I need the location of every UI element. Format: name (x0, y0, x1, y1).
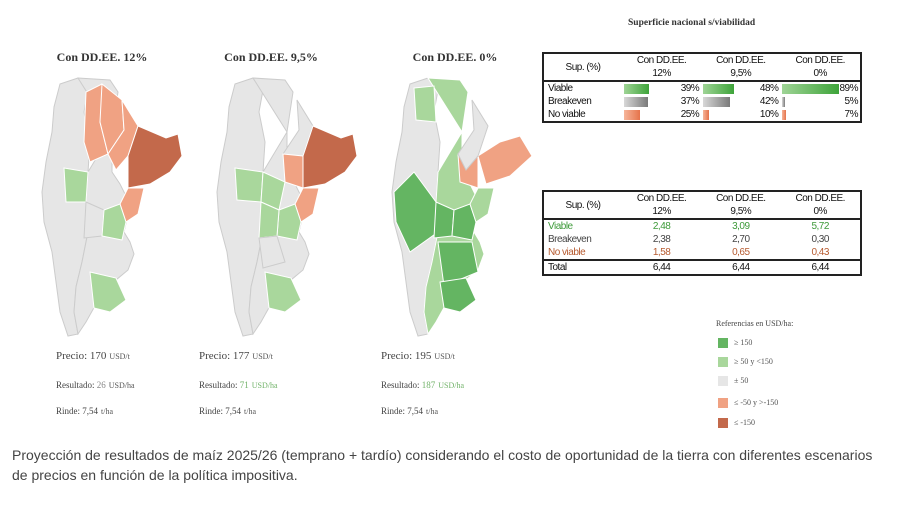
row-label: Viable (543, 80, 622, 95)
resultado-12: Resultado: 26 USD/ha (56, 380, 135, 390)
bar-cell: 10% (701, 108, 780, 122)
rinde-9-5: Rinde: 7,54 t/ha (199, 406, 256, 416)
table-row: No viable 25% 10% 7% (543, 108, 861, 122)
pct-label: 39% (680, 83, 700, 94)
map-argentina-0 (391, 77, 533, 337)
row-label: Breakeven (548, 96, 592, 107)
bar-cell: 42% (701, 95, 780, 108)
row-label: No viable (548, 109, 586, 120)
bar-viable-0 (782, 84, 840, 94)
bar-cell: 5% (780, 95, 861, 108)
cell-value: 2,70 (732, 234, 750, 245)
legend-swatch (718, 376, 728, 387)
bar-cell: 37% (622, 95, 701, 108)
header-col-0: Con DD.EE. 0% (795, 193, 845, 217)
resultado-0: Resultado: 187 USD/ha (381, 380, 465, 390)
table-values: Sup. (%) Con DD.EE. 12% Con DD.EE. 9,5% Co… (542, 190, 862, 276)
table-row: Breakeven 37% 42% 5% (543, 95, 861, 108)
bar-noviable-0 (782, 110, 787, 120)
bar-cell: 89% (780, 80, 861, 95)
bar-viable-12 (624, 84, 649, 94)
rinde-0: Rinde: 7,54 t/ha (381, 406, 438, 416)
legend-item: ≤ -150 (718, 418, 755, 430)
cell-value: 2,38 (652, 234, 671, 245)
row-label: Breakeven (548, 234, 592, 245)
bar-cell: 39% (622, 80, 702, 95)
cell-value: 0,65 (732, 247, 750, 258)
header-sup: Sup. (%) (565, 61, 601, 73)
figure-caption: Proyección de resultados de maíz 2025/26… (12, 447, 873, 483)
row-label: Total (543, 259, 622, 275)
pct-label: 37% (680, 96, 700, 107)
legend-swatch (718, 357, 728, 368)
resultado-9-5: Resultado: 71 USD/ha (199, 380, 278, 390)
map-title-0: Con DD.EE. 0% (412, 50, 498, 64)
header-col-9-5: Con DD.EE. 9,5% (716, 193, 766, 217)
map-argentina-9-5 (216, 77, 358, 337)
row-label: Viable (543, 218, 622, 233)
bar-noviable-9-5 (703, 110, 710, 120)
bar-breakeven-0 (782, 97, 786, 107)
cell-value: 5,72 (780, 218, 861, 233)
table-title: Superficie nacional s/viabilidad (628, 18, 756, 28)
table-header-row: Sup. (%) Con DD.EE. 12% Con DD.EE. 9,5% Co… (543, 191, 861, 219)
legend-swatch (718, 338, 728, 349)
header-col-12: Con DD.EE. 12% (636, 193, 687, 217)
legend-item: ± 50 (718, 376, 748, 388)
table-row: Viable 39% 48% 89% (543, 80, 861, 95)
cell-value: 6,44 (780, 259, 861, 275)
rinde-12: Rinde: 7,54 t/ha (56, 406, 113, 416)
cell-value: 6,44 (622, 259, 702, 275)
pct-label: 89% (839, 83, 858, 94)
legend-item: ≥ 50 y <150 (718, 357, 773, 369)
bar-viable-9-5 (703, 84, 735, 94)
pct-label: 7% (844, 109, 859, 120)
row-label: No viable (548, 247, 586, 258)
legend-swatch (718, 398, 728, 409)
map-argentina-12 (41, 77, 183, 337)
cell-value: 1,58 (652, 247, 671, 258)
legend-swatch (718, 418, 728, 429)
header-sup: Sup. (%) (565, 199, 601, 211)
pct-label: 5% (844, 96, 859, 107)
precio-0: Precio: 195 USD/t (381, 350, 455, 362)
bar-cell: 25% (622, 108, 701, 122)
precio-9-5: Precio: 177 USD/t (199, 350, 273, 362)
pct-label: 25% (680, 109, 700, 120)
bar-noviable-12 (624, 110, 640, 120)
bar-cell: 7% (780, 108, 861, 122)
header-col-9-5: Con DD.EE. 9,5% (716, 55, 766, 79)
bar-breakeven-12 (624, 97, 648, 107)
table-percent: Sup. (%) Con DD.EE. 12% Con DD.EE. 9,5% Co… (542, 52, 862, 123)
cell-value: 3,09 (701, 218, 781, 233)
pct-label: 10% (759, 109, 779, 120)
bar-breakeven-9-5 (703, 97, 731, 107)
map-title-12: Con DD.EE. 12% (56, 50, 148, 64)
table-row: Breakeven 2,38 2,70 0,30 (543, 233, 861, 246)
legend-title: Referencias en USD/ha: (716, 319, 794, 328)
legend-item: ≥ 150 (718, 338, 752, 350)
map-title-9-5: Con DD.EE. 9,5% (224, 50, 318, 64)
pct-label: 42% (759, 96, 779, 107)
pct-label: 48% (759, 83, 779, 94)
cell-value: 6,44 (701, 259, 781, 275)
table-row-total: Total 6,44 6,44 6,44 (543, 259, 861, 275)
precio-12: Precio: 170 USD/t (56, 350, 130, 362)
legend-item: ≤ -50 y >-150 (718, 398, 778, 410)
cell-value: 0,30 (811, 234, 829, 245)
cell-value: 2,48 (622, 218, 702, 233)
cell-value: 0,43 (811, 247, 829, 258)
bar-cell: 48% (701, 80, 781, 95)
table-row: Viable 2,48 3,09 5,72 (543, 218, 861, 233)
header-col-12: Con DD.EE. 12% (636, 55, 687, 79)
header-col-0: Con DD.EE. 0% (795, 55, 845, 79)
table-header-row: Sup. (%) Con DD.EE. 12% Con DD.EE. 9,5% Co… (543, 53, 861, 81)
table-row: No viable 1,58 0,65 0,43 (543, 246, 861, 260)
